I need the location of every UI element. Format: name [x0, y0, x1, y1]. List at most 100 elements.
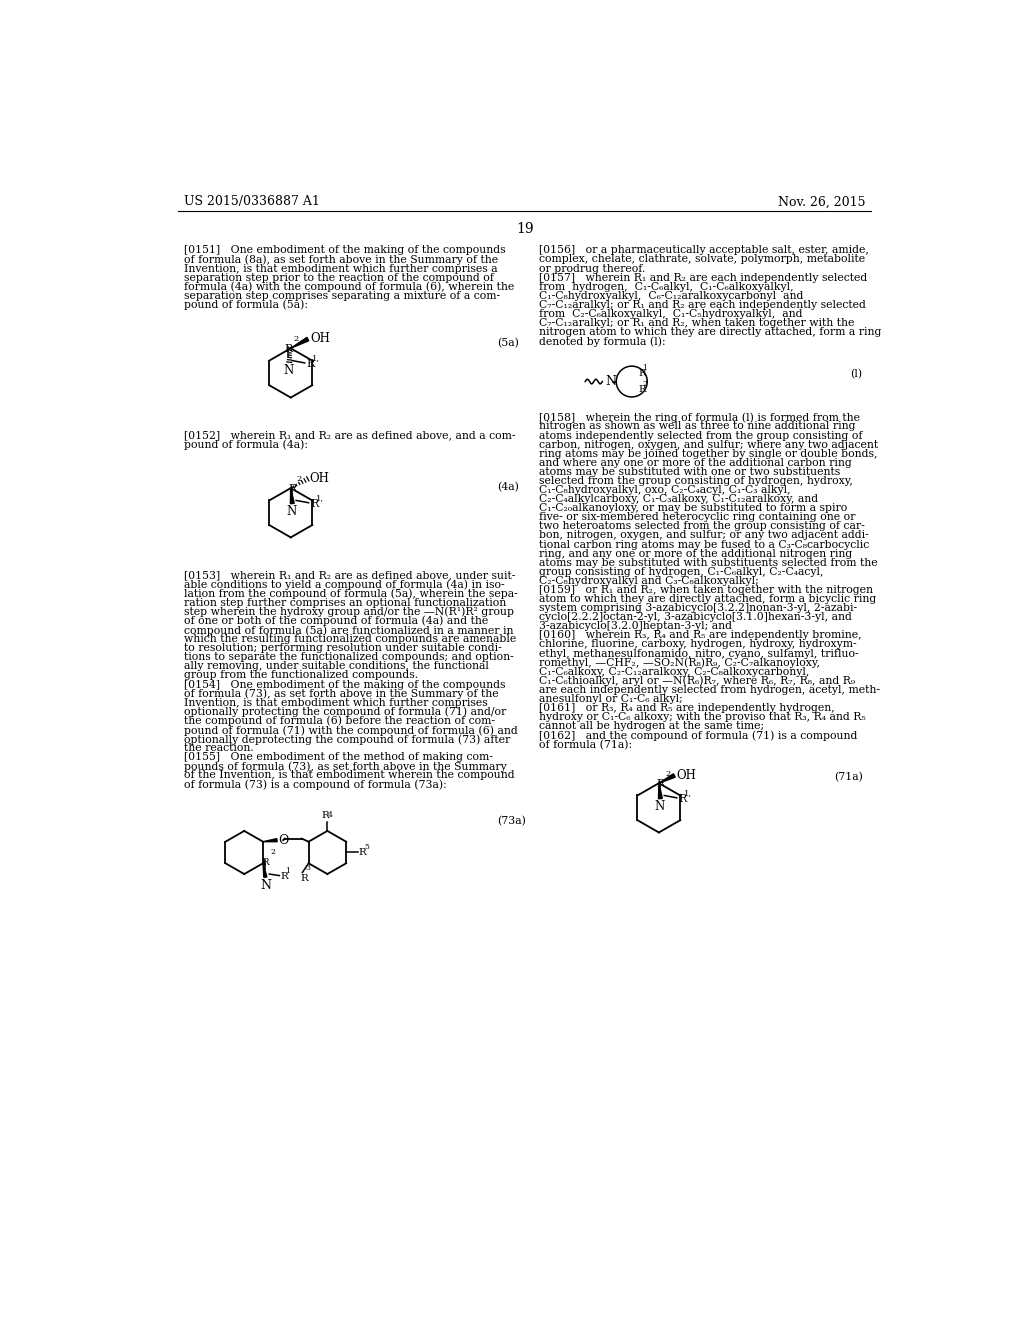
- Text: O: O: [279, 834, 289, 846]
- Text: step wherein the hydroxy group and/or the —N(R¹)R² group: step wherein the hydroxy group and/or th…: [183, 607, 514, 618]
- Text: to resolution; performing resolution under suitable condi-: to resolution; performing resolution und…: [183, 643, 502, 653]
- Text: 3-azabicyclo[3.2.0]heptan-3-yl; and: 3-azabicyclo[3.2.0]heptan-3-yl; and: [539, 622, 732, 631]
- Text: of the Invention, is that embodiment wherein the compound: of the Invention, is that embodiment whe…: [183, 771, 514, 780]
- Text: romethyl, —CHF₂, —SO₂N(R₈)R₉, C₂-C₇alkanoyloxy,: romethyl, —CHF₂, —SO₂N(R₈)R₉, C₂-C₇alkan…: [539, 657, 820, 668]
- Text: OH: OH: [677, 770, 696, 781]
- Text: optionally deprotecting the compound of formula (73) after: optionally deprotecting the compound of …: [183, 734, 510, 744]
- Text: denoted by formula (l):: denoted by formula (l):: [539, 337, 666, 347]
- Text: C₁-C₂₀alkanoyloxy, or may be substituted to form a spiro: C₁-C₂₀alkanoyloxy, or may be substituted…: [539, 503, 847, 513]
- Text: R: R: [306, 359, 314, 368]
- Text: R: R: [638, 370, 645, 379]
- Text: N: N: [654, 800, 665, 813]
- Text: (73a): (73a): [497, 816, 525, 826]
- Text: R: R: [322, 810, 330, 820]
- Text: (l): (l): [851, 368, 862, 379]
- Text: ring, and any one or more of the additional nitrogen ring: ring, and any one or more of the additio…: [539, 549, 852, 558]
- Text: 2: 2: [270, 849, 274, 857]
- Text: pounds of formula (73), as set forth above in the Summary: pounds of formula (73), as set forth abo…: [183, 762, 507, 772]
- Text: anesulfonyl or C₁-C₆ alkyl;: anesulfonyl or C₁-C₆ alkyl;: [539, 694, 683, 704]
- Text: [0160]   wherein R₃, R₄ and R₅ are independently bromine,: [0160] wherein R₃, R₄ and R₅ are indepen…: [539, 631, 861, 640]
- Text: R: R: [285, 345, 293, 355]
- Text: carbon, nitrogen, oxygen, and sulfur; where any two adjacent: carbon, nitrogen, oxygen, and sulfur; wh…: [539, 440, 878, 450]
- Text: N: N: [284, 364, 294, 376]
- Text: ally removing, under suitable conditions, the functional: ally removing, under suitable conditions…: [183, 661, 488, 672]
- Text: 19: 19: [516, 222, 534, 235]
- Text: or prodrug thereof.: or prodrug thereof.: [539, 264, 645, 273]
- Text: 1: 1: [286, 867, 291, 875]
- Text: group consisting of hydrogen, C₁-C₆alkyl, C₂-C₄acyl,: group consisting of hydrogen, C₁-C₆alkyl…: [539, 566, 823, 577]
- Text: R: R: [638, 384, 645, 393]
- Text: nitrogen as shown as well as three to nine additional ring: nitrogen as shown as well as three to ni…: [539, 421, 855, 432]
- Text: N: N: [260, 879, 271, 891]
- Text: from  hydrogen,  C₁-C₆alkyl,  C₁-C₆alkoxyalkyl,: from hydrogen, C₁-C₆alkyl, C₁-C₆alkoxyal…: [539, 281, 794, 292]
- Text: (71a): (71a): [834, 772, 862, 781]
- Text: 1,: 1,: [311, 354, 319, 362]
- Text: C₇-C₁₂aralkyl; or R₁ and R₂ are each independently selected: C₇-C₁₂aralkyl; or R₁ and R₂ are each ind…: [539, 300, 865, 310]
- Text: separation step comprises separating a mixture of a com-: separation step comprises separating a m…: [183, 290, 500, 301]
- Polygon shape: [658, 783, 663, 799]
- Text: atoms independently selected from the group consisting of: atoms independently selected from the gr…: [539, 430, 862, 441]
- Text: atoms may be substituted with one or two substituents: atoms may be substituted with one or two…: [539, 467, 840, 477]
- Polygon shape: [263, 863, 265, 866]
- Text: 1: 1: [643, 364, 647, 372]
- Text: and where any one or more of the additional carbon ring: and where any one or more of the additio…: [539, 458, 852, 467]
- Text: of formula (73), as set forth above in the Summary of the: of formula (73), as set forth above in t…: [183, 689, 499, 700]
- Polygon shape: [658, 774, 675, 783]
- Text: ring atoms may be joined together by single or double bonds,: ring atoms may be joined together by sin…: [539, 449, 878, 458]
- Text: OH: OH: [310, 331, 330, 345]
- Text: R: R: [358, 847, 367, 857]
- Text: R: R: [678, 793, 686, 804]
- Text: Invention, is that embodiment which further comprises a: Invention, is that embodiment which furt…: [183, 264, 498, 273]
- Text: Invention, is that embodiment which further comprises: Invention, is that embodiment which furt…: [183, 698, 487, 708]
- Text: able conditions to yield a compound of formula (4a) in iso-: able conditions to yield a compound of f…: [183, 579, 505, 590]
- Text: [0152]   wherein R₁ and R₂ are as defined above, and a com-: [0152] wherein R₁ and R₂ are as defined …: [183, 430, 515, 441]
- Text: atoms may be substituted with substituents selected from the: atoms may be substituted with substituen…: [539, 558, 878, 568]
- Text: which the resulting functionalized compounds are amenable: which the resulting functionalized compo…: [183, 634, 516, 644]
- Text: lation from the compound of formula (5a), wherein the sepa-: lation from the compound of formula (5a)…: [183, 589, 517, 599]
- Text: [0155]   One embodiment of the method of making com-: [0155] One embodiment of the method of m…: [183, 752, 493, 762]
- Text: group from the functionalized compounds.: group from the functionalized compounds.: [183, 671, 418, 680]
- Text: [0156]   or a pharmaceutically acceptable salt, ester, amide,: [0156] or a pharmaceutically acceptable …: [539, 246, 868, 255]
- Text: R: R: [310, 499, 318, 508]
- Text: 2: 2: [297, 475, 302, 483]
- Text: (5a): (5a): [497, 338, 519, 348]
- Polygon shape: [291, 338, 308, 348]
- Text: ration step further comprises an optional functionalization: ration step further comprises an optiona…: [183, 598, 506, 607]
- Polygon shape: [291, 488, 294, 504]
- Text: complex, chelate, clathrate, solvate, polymorph, metabolite: complex, chelate, clathrate, solvate, po…: [539, 255, 865, 264]
- Text: C₁-C₈hydroxyalkyl,  C₆-C₁₂aralkoxycarbonyl  and: C₁-C₈hydroxyalkyl, C₆-C₁₂aralkoxycarbony…: [539, 290, 803, 301]
- Text: compound of formula (5a) are functionalized in a manner in: compound of formula (5a) are functionali…: [183, 626, 513, 636]
- Text: C₁-C₆alkoxy, C₂-C₁₂aralkoxy, C₂-C₈alkoxycarbonyl,: C₁-C₆alkoxy, C₂-C₁₂aralkoxy, C₂-C₈alkoxy…: [539, 667, 809, 677]
- Text: the reaction.: the reaction.: [183, 743, 254, 754]
- Text: cannot all be hydrogen at the same time;: cannot all be hydrogen at the same time;: [539, 721, 764, 731]
- Text: N: N: [287, 506, 297, 517]
- Text: 5: 5: [364, 843, 369, 851]
- Text: R: R: [281, 871, 288, 880]
- Text: [0151]   One embodiment of the making of the compounds: [0151] One embodiment of the making of t…: [183, 246, 506, 255]
- Text: chlorine, fluorine, carboxy, hydrogen, hydroxy, hydroxym-: chlorine, fluorine, carboxy, hydrogen, h…: [539, 639, 856, 649]
- Text: [0154]   One embodiment of the making of the compounds: [0154] One embodiment of the making of t…: [183, 680, 505, 689]
- Text: tions to separate the functionalized compounds; and option-: tions to separate the functionalized com…: [183, 652, 514, 663]
- Text: of one or both of the compound of formula (4a) and the: of one or both of the compound of formul…: [183, 616, 488, 627]
- Text: tional carbon ring atoms may be fused to a C₃-C₈carbocyclic: tional carbon ring atoms may be fused to…: [539, 540, 869, 549]
- Text: five- or six-membered heterocyclic ring containing one or: five- or six-membered heterocyclic ring …: [539, 512, 855, 523]
- Text: pound of formula (5a):: pound of formula (5a):: [183, 300, 308, 310]
- Text: 2: 2: [643, 380, 647, 388]
- Text: [0162]   and the compound of formula (71) is a compound: [0162] and the compound of formula (71) …: [539, 730, 857, 741]
- Text: optionally protecting the compound of formula (71) and/or: optionally protecting the compound of fo…: [183, 706, 506, 717]
- Text: selected from the group consisting of hydrogen, hydroxy,: selected from the group consisting of hy…: [539, 477, 853, 486]
- Text: C₂-C₄alkylcarboxy, C₁-C₃alkoxy, C₁-C₁₂aralkoxy, and: C₂-C₄alkylcarboxy, C₁-C₃alkoxy, C₁-C₁₂ar…: [539, 494, 818, 504]
- Text: OH: OH: [309, 471, 330, 484]
- Text: formula (4a) with the compound of formula (6), wherein the: formula (4a) with the compound of formul…: [183, 281, 514, 292]
- Text: R: R: [656, 779, 665, 789]
- Text: [0161]   or R₃, R₄ and R₅ are independently hydrogen,: [0161] or R₃, R₄ and R₅ are independentl…: [539, 704, 835, 713]
- Text: pound of formula (4a):: pound of formula (4a):: [183, 440, 308, 450]
- Text: from  C₂-C₆alkoxyalkyl,  C₁-C₅hydroxyalkyl,  and: from C₂-C₆alkoxyalkyl, C₁-C₅hydroxyalkyl…: [539, 309, 802, 319]
- Text: system comprising 3-azabicyclo[3.2.2]nonan-3-yl, 2-azabi-: system comprising 3-azabicyclo[3.2.2]non…: [539, 603, 857, 614]
- Text: of formula (71a):: of formula (71a):: [539, 739, 632, 750]
- Text: C₇-C₁₂aralkyl; or R₁ and R₂, when taken together with the: C₇-C₁₂aralkyl; or R₁ and R₂, when taken …: [539, 318, 854, 329]
- Text: of formula (73) is a compound of formula (73a):: of formula (73) is a compound of formula…: [183, 780, 446, 791]
- Text: N: N: [605, 375, 616, 388]
- Text: [0157]   wherein R₁ and R₂ are each independently selected: [0157] wherein R₁ and R₂ are each indepe…: [539, 273, 867, 282]
- Text: the compound of formula (6) before the reaction of com-: the compound of formula (6) before the r…: [183, 715, 495, 726]
